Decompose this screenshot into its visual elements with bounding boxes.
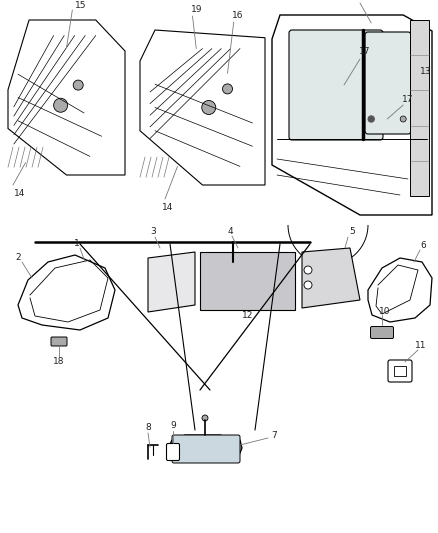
FancyBboxPatch shape (365, 32, 411, 134)
Circle shape (202, 101, 216, 115)
Text: 17: 17 (359, 46, 371, 55)
FancyBboxPatch shape (371, 327, 393, 338)
Text: 11: 11 (415, 342, 427, 351)
Text: 8: 8 (145, 423, 151, 432)
Circle shape (304, 281, 312, 289)
Polygon shape (272, 15, 432, 215)
Text: 14: 14 (14, 189, 26, 198)
Polygon shape (8, 20, 125, 175)
Text: 1: 1 (74, 238, 80, 247)
Text: 4: 4 (227, 227, 233, 236)
FancyBboxPatch shape (172, 435, 240, 463)
Circle shape (202, 415, 208, 421)
FancyBboxPatch shape (388, 360, 412, 382)
Text: 14: 14 (162, 203, 173, 212)
Text: 6: 6 (420, 240, 426, 249)
Polygon shape (18, 255, 115, 330)
Text: 10: 10 (379, 308, 391, 317)
Polygon shape (302, 248, 360, 308)
Circle shape (304, 266, 312, 274)
Circle shape (223, 84, 233, 94)
Circle shape (400, 116, 406, 122)
Text: 13: 13 (420, 67, 431, 76)
Circle shape (368, 116, 374, 122)
Polygon shape (148, 252, 195, 312)
FancyBboxPatch shape (200, 252, 295, 310)
Text: 7: 7 (271, 432, 277, 440)
FancyBboxPatch shape (51, 337, 67, 346)
Circle shape (53, 98, 67, 112)
Text: 18: 18 (53, 358, 65, 367)
Text: 17: 17 (402, 94, 414, 103)
Text: 12: 12 (242, 311, 254, 320)
FancyBboxPatch shape (166, 443, 180, 461)
FancyBboxPatch shape (289, 30, 383, 140)
Polygon shape (168, 435, 242, 462)
FancyBboxPatch shape (410, 20, 429, 196)
Text: 16: 16 (232, 12, 243, 20)
Polygon shape (140, 30, 265, 185)
FancyBboxPatch shape (394, 366, 406, 376)
Text: 5: 5 (349, 228, 355, 237)
Circle shape (73, 80, 83, 90)
Text: 3: 3 (150, 228, 156, 237)
Polygon shape (368, 258, 432, 322)
Text: 2: 2 (15, 253, 21, 262)
Text: 19: 19 (191, 5, 202, 14)
Text: 15: 15 (75, 2, 87, 11)
Text: 9: 9 (170, 421, 176, 430)
